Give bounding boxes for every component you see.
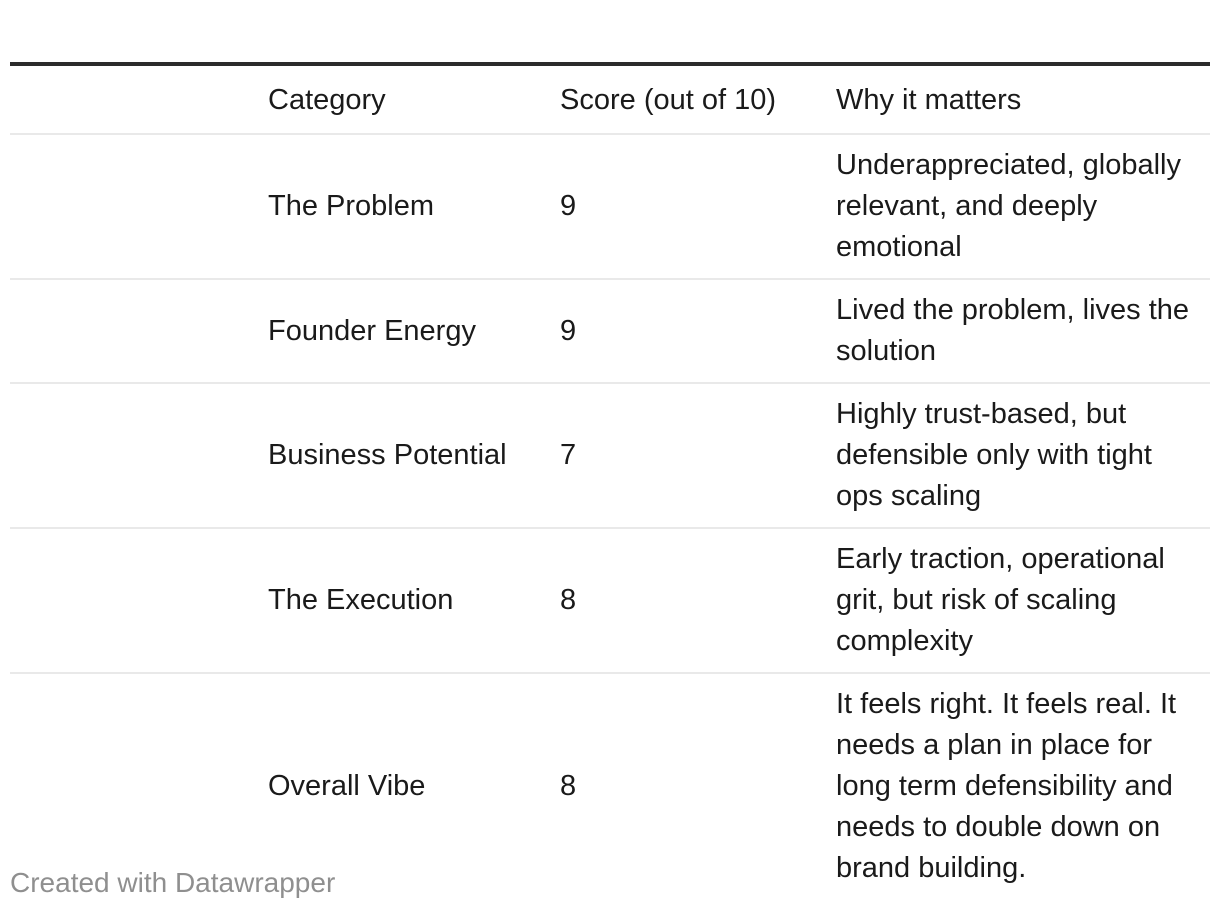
cell-why: It feels right. It feels real. It needs … — [836, 688, 1177, 884]
chart-footer: Created with Datawrapper — [10, 866, 335, 900]
cell-spacer — [10, 383, 268, 529]
cell-score: 9 — [560, 134, 836, 280]
cell-why: Early traction, operational grit, but ri… — [836, 528, 1210, 674]
column-header-why: Why it matters — [836, 64, 1210, 135]
table-row: The Problem 9 Underappreciated, globally… — [10, 134, 1210, 280]
cell-spacer — [10, 528, 268, 674]
table-row: Overall Vibe 8 It feels right. It feels … — [10, 673, 1210, 899]
datawrapper-table-chart: Category Score (out of 10) Why it matter… — [10, 62, 1210, 899]
table-row: Founder Energy 9 Lived the problem, live… — [10, 279, 1210, 384]
cell-category: Business Potential — [268, 383, 560, 529]
cell-spacer — [10, 279, 268, 384]
cell-spacer — [10, 134, 268, 280]
cell-why: Lived the problem, lives the solution — [836, 279, 1210, 384]
cell-category: Founder Energy — [268, 279, 560, 384]
cell-score: 8 — [560, 528, 836, 674]
cell-score: 9 — [560, 279, 836, 384]
table-row: The Execution 8 Early traction, operatio… — [10, 528, 1210, 674]
cell-category: Overall Vibe — [268, 770, 426, 802]
cell-why: Underappreciated, globally relevant, and… — [836, 134, 1210, 280]
table-row: Business Potential 7 Highly trust-based,… — [10, 383, 1210, 529]
datawrapper-credit-link[interactable]: Created with Datawrapper — [10, 867, 336, 898]
cell-category: The Problem — [268, 134, 560, 280]
score-table: Category Score (out of 10) Why it matter… — [10, 62, 1210, 899]
cell-score: 8 — [560, 770, 577, 802]
header-row: Category Score (out of 10) Why it matter… — [10, 64, 1210, 135]
column-header-spacer — [10, 64, 268, 135]
cell-why: Highly trust-based, but defensible only … — [836, 383, 1210, 529]
column-header-score: Score (out of 10) — [560, 64, 836, 135]
cell-score: 7 — [560, 383, 836, 529]
column-header-category: Category — [268, 64, 560, 135]
cell-category: The Execution — [268, 528, 560, 674]
